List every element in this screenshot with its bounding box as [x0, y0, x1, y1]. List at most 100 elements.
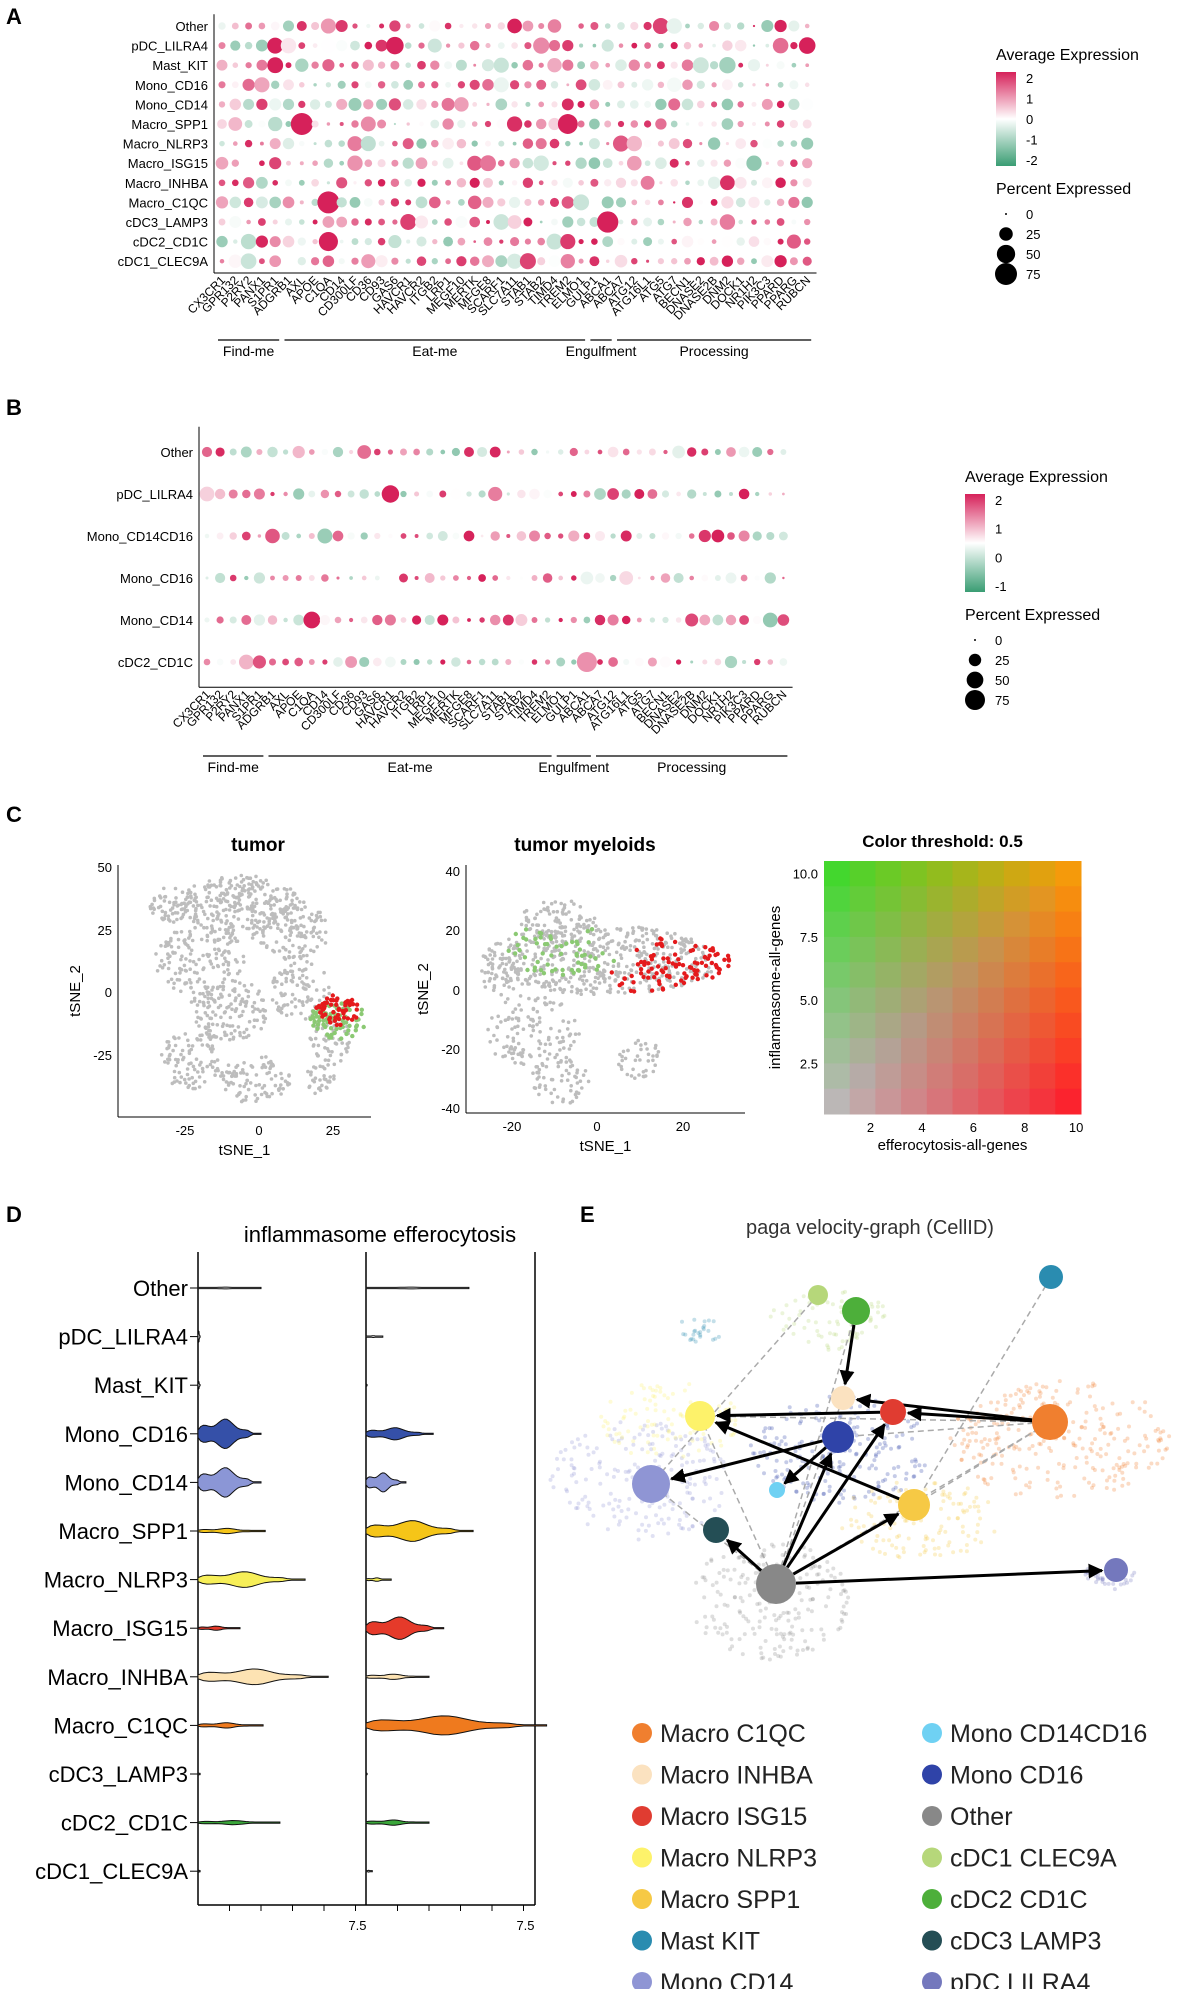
embedding-point	[626, 1429, 631, 1434]
embedding-point	[1098, 1416, 1103, 1421]
cell-point-colored	[312, 1019, 317, 1024]
cell-point	[162, 899, 167, 903]
embedding-point	[852, 1496, 857, 1501]
embedding-point	[1037, 1389, 1042, 1394]
dot-Macro_C1QC-DNASE2B	[710, 198, 718, 206]
cell-point	[531, 1007, 536, 1012]
embedding-point	[721, 1459, 726, 1464]
cell-point	[233, 958, 238, 962]
dot-cDC2_CD1C-PPARD	[777, 238, 784, 245]
dot-Macro_C1QC-DOCK1	[735, 197, 746, 208]
dot-Macro_NLRP3-CD300LF	[347, 136, 363, 152]
dot-Macro_ISG15-SCARF1	[497, 159, 505, 167]
embedding-point	[607, 1501, 612, 1506]
cell-point	[309, 948, 313, 953]
embedding-point	[703, 1614, 708, 1619]
dot-Macro_INHBA-STAB2	[538, 180, 544, 186]
embedding-point	[1134, 1461, 1139, 1466]
cell-point-colored	[594, 967, 599, 972]
cell-point	[505, 974, 510, 978]
cell-point	[557, 948, 561, 953]
cell-point-colored	[655, 964, 661, 969]
embedding-point	[765, 1455, 770, 1460]
cell-point	[280, 1006, 284, 1011]
embedding-point	[572, 1445, 577, 1450]
cell-point	[269, 1077, 274, 1081]
dot-Mono_CD16-ATG16L1	[619, 571, 634, 585]
cell-point	[543, 1087, 548, 1092]
cell-point	[551, 1001, 556, 1005]
cell-point	[245, 1078, 249, 1083]
embedding-point	[827, 1489, 832, 1493]
embedding-point	[844, 1600, 849, 1605]
dot-Mono_CD14CD16-TREM2	[544, 532, 551, 540]
x-tick-label: 4	[918, 1120, 925, 1135]
cell-point	[582, 926, 586, 930]
cell-point-colored	[673, 982, 678, 987]
cell-point	[588, 966, 592, 970]
cell-point	[312, 1043, 316, 1047]
cell-point	[322, 994, 326, 999]
cell-point	[651, 1058, 655, 1063]
embedding-point	[702, 1436, 707, 1441]
cell-point	[670, 945, 674, 950]
cell-point	[292, 961, 297, 966]
cell-point	[205, 1043, 210, 1047]
heatmap-title: Color threshold: 0.5	[862, 832, 1023, 851]
cell-point	[234, 1065, 238, 1069]
dot-Mono_CD14CD16-MEGF10	[437, 531, 448, 541]
cell-point	[242, 1084, 246, 1089]
embedding-point	[801, 1294, 806, 1299]
dot-Other-PANX1	[240, 446, 252, 458]
heatmap-cell	[1003, 1012, 1031, 1039]
dot-cDC3_LAMP3-DNM2	[719, 214, 736, 230]
embedding-point	[569, 1463, 574, 1468]
cell-point-colored	[672, 939, 678, 945]
dot-Mono_CD16-TREM2	[542, 573, 553, 583]
embedding-point	[962, 1437, 967, 1442]
embedding-point	[876, 1480, 881, 1485]
cell-point	[229, 1002, 233, 1006]
dot-Macro_ISG15-ABCA7	[618, 160, 624, 166]
cell-point	[222, 1010, 227, 1015]
dot-Mono_CD14-MERTK	[472, 102, 478, 107]
dot-Mono_CD16-RUBCN	[804, 82, 810, 88]
cell-point	[251, 901, 255, 905]
cell-point	[493, 953, 497, 958]
dot-Macro_ISG15-ELMO1	[575, 157, 587, 169]
cell-point	[542, 923, 547, 928]
dot-Macro_C1QC-CX3CR1	[215, 196, 229, 209]
cell-point-colored	[330, 993, 335, 998]
cell-point	[519, 968, 523, 972]
cell-point	[279, 1092, 283, 1096]
cell-point	[215, 963, 220, 968]
y-axis-label: inflammasome-all-genes	[767, 906, 784, 1069]
cell-point	[242, 884, 246, 888]
embedding-point	[652, 1422, 657, 1427]
dot-Mono_CD16-ATG7	[650, 575, 655, 581]
embedding-point	[1115, 1412, 1120, 1417]
cell-point	[515, 959, 519, 964]
embedding-point	[740, 1599, 745, 1604]
panel-d-title: inflammasome efferocytosis	[244, 1222, 516, 1247]
cell-point	[618, 927, 623, 931]
cell-point	[559, 958, 563, 962]
embedding-point	[692, 1317, 697, 1322]
embedding-point	[796, 1615, 801, 1620]
embedding-point	[692, 1329, 697, 1334]
embedding-point	[674, 1444, 678, 1448]
embedding-point	[617, 1498, 622, 1503]
embedding-point	[563, 1447, 568, 1452]
embedding-point	[691, 1337, 696, 1342]
embedding-point	[974, 1431, 979, 1436]
cell-point	[276, 1005, 281, 1009]
cell-point	[524, 923, 528, 928]
embedding-point	[763, 1435, 767, 1440]
cell-point	[647, 984, 652, 988]
legend-size-dot	[965, 690, 985, 710]
dot-Macro_ISG15-AXL	[299, 161, 304, 166]
cell-point	[179, 989, 183, 994]
dot-Mono_CD16-ATG12	[609, 574, 617, 582]
panel-b-label: B	[6, 395, 22, 420]
cell-point	[609, 939, 614, 944]
